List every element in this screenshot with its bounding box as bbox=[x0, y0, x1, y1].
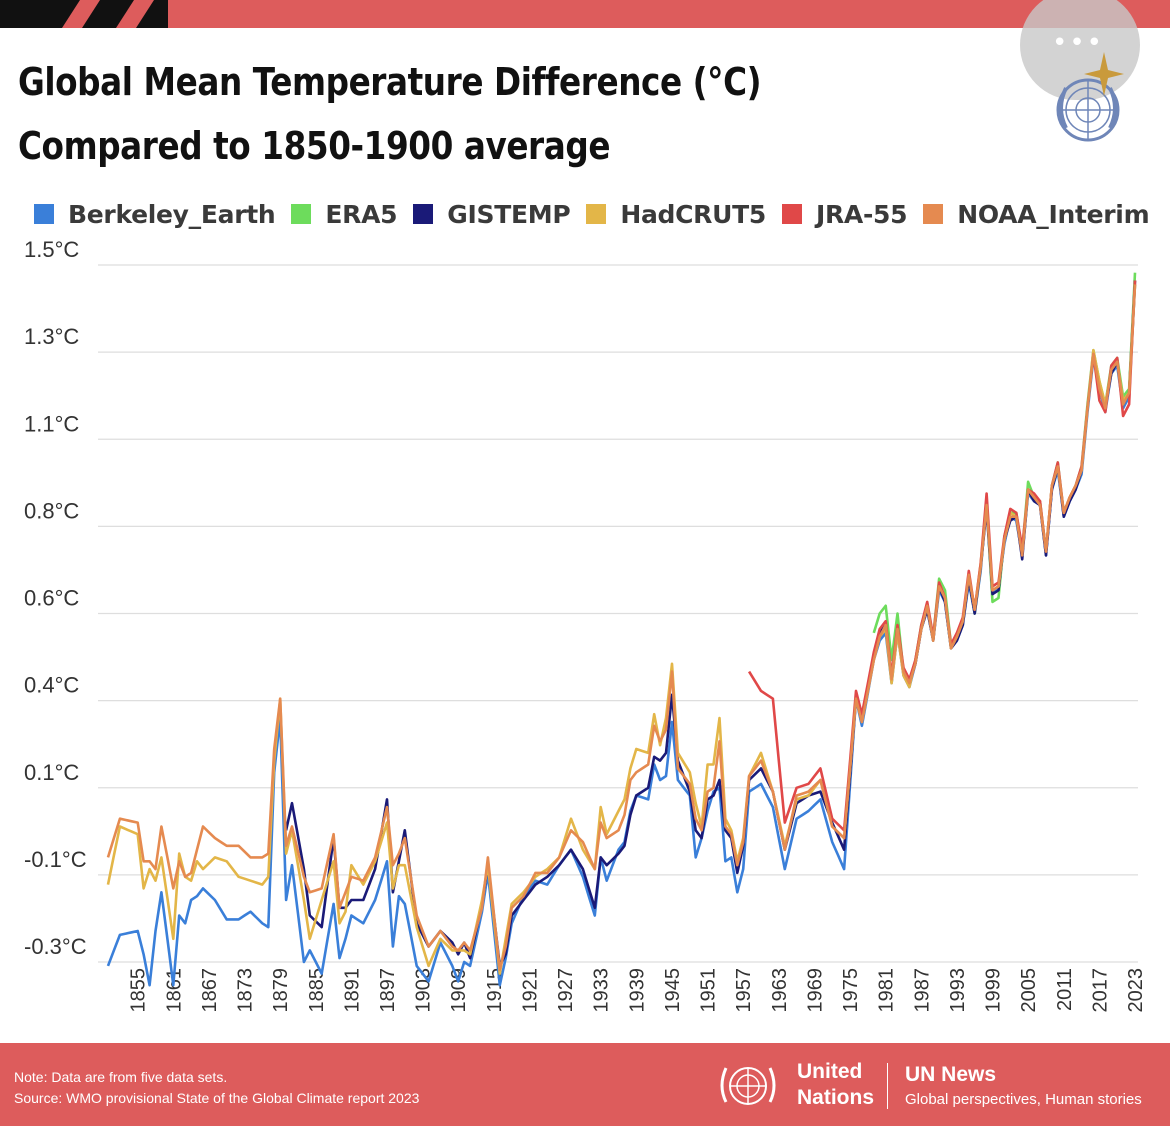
legend-swatch-era5 bbox=[291, 204, 312, 224]
y-tick-label: 0.1°C bbox=[24, 760, 79, 785]
x-tick-label: 1861 bbox=[163, 968, 185, 1013]
footer-note: Note: Data are from five data sets. Sour… bbox=[14, 1067, 419, 1109]
x-tick-label: 1927 bbox=[555, 968, 577, 1013]
legend-label-jra-55: JRA-55 bbox=[815, 199, 908, 229]
y-tick-label: 0.8°C bbox=[24, 498, 79, 523]
legend-item-era5[interactable]: ERA5 bbox=[291, 199, 398, 229]
x-tick-label: 1999 bbox=[983, 968, 1005, 1013]
y-tick-label: 1.1°C bbox=[24, 411, 79, 436]
x-tick-label: 1975 bbox=[840, 968, 862, 1013]
top-banner bbox=[0, 0, 1170, 28]
x-tick-label: 1867 bbox=[199, 968, 221, 1013]
title-line-2: Compared to 1850-1900 average bbox=[18, 124, 611, 168]
y-tick-label: -0.3°C bbox=[24, 934, 87, 959]
title-line-1: Global Mean Temperature Difference (°C) bbox=[18, 60, 762, 104]
x-tick-label: 1957 bbox=[733, 968, 755, 1013]
legend-label-era5: ERA5 bbox=[325, 199, 398, 229]
un-wordmark-line-1: United bbox=[797, 1060, 863, 1083]
series-line-jra-55 bbox=[747, 280, 1137, 832]
series-lines bbox=[106, 272, 1137, 987]
un-news-title: UN News bbox=[905, 1063, 997, 1086]
legend-swatch-berkeley-earth bbox=[34, 204, 54, 224]
y-tick-label: 0.6°C bbox=[24, 586, 79, 611]
more-options-button[interactable] bbox=[1020, 0, 1140, 100]
x-tick-label: 1993 bbox=[947, 968, 969, 1013]
series-line-era5 bbox=[872, 272, 1137, 685]
x-tick-label: 1987 bbox=[911, 968, 933, 1013]
legend-swatch-hadcrut5 bbox=[586, 204, 607, 224]
chart-legend: Berkeley_Earth ERA5 GISTEMP HadCRUT5 JRA… bbox=[34, 196, 1165, 232]
x-tick-label: 2023 bbox=[1125, 968, 1147, 1013]
x-tick-label: 1981 bbox=[876, 968, 898, 1013]
un-wordmark-line-2: Nations bbox=[797, 1086, 875, 1109]
legend-label-noaa-interim: NOAA_Interim bbox=[957, 199, 1150, 229]
legend-item-jra-55[interactable]: JRA-55 bbox=[781, 199, 908, 229]
series-line-berkeley-earth bbox=[106, 284, 1137, 987]
x-tick-label: 2017 bbox=[1089, 968, 1111, 1013]
x-tick-label: 2005 bbox=[1018, 968, 1040, 1013]
y-tick-label: 0.4°C bbox=[24, 673, 79, 698]
source-text: Source: WMO provisional State of the Glo… bbox=[14, 1090, 420, 1106]
legend-swatch-gistemp bbox=[413, 204, 434, 224]
chart-title: Global Mean Temperature Difference (°C) … bbox=[18, 50, 762, 178]
x-tick-label: 2011 bbox=[1054, 968, 1076, 1011]
wmo-logo bbox=[1056, 52, 1124, 142]
legend-label-berkeley-earth: Berkeley_Earth bbox=[68, 199, 276, 229]
legend-item-noaa-interim[interactable]: NOAA_Interim bbox=[923, 199, 1150, 229]
x-tick-label: 1921 bbox=[519, 968, 541, 1013]
legend-item-gistemp[interactable]: GISTEMP bbox=[413, 199, 571, 229]
y-tick-label: -0.1°C bbox=[24, 847, 87, 872]
x-tick-label: 1933 bbox=[591, 968, 613, 1013]
note-text: Note: Data are from five data sets. bbox=[14, 1069, 228, 1085]
legend-swatch-jra-55 bbox=[781, 204, 802, 224]
series-line-gistemp bbox=[284, 280, 1137, 968]
legend-item-berkeley-earth[interactable]: Berkeley_Earth bbox=[34, 199, 276, 229]
x-tick-label: 1873 bbox=[235, 968, 257, 1013]
un-news-tagline: Global perspectives, Human stories bbox=[905, 1091, 1142, 1108]
footer-bar: Note: Data are from five data sets. Sour… bbox=[0, 1043, 1170, 1126]
x-tick-label: 1909 bbox=[448, 968, 470, 1013]
x-tick-label: 1897 bbox=[377, 968, 399, 1013]
x-tick-label: 1891 bbox=[341, 968, 363, 1013]
x-tick-label: 1855 bbox=[128, 968, 150, 1013]
un-emblem-icon bbox=[720, 1067, 776, 1105]
series-line-hadcrut5 bbox=[106, 284, 1137, 975]
series-line-noaa-interim bbox=[106, 284, 1137, 971]
un-wordmark: United Nations bbox=[797, 1059, 874, 1111]
legend-item-hadcrut5[interactable]: HadCRUT5 bbox=[586, 200, 766, 229]
x-tick-label: 1951 bbox=[698, 968, 720, 1013]
x-tick-label: 1963 bbox=[769, 968, 791, 1013]
x-tick-label: 1885 bbox=[306, 968, 328, 1013]
x-tick-label: 1945 bbox=[662, 968, 684, 1013]
x-tick-label: 1939 bbox=[626, 968, 648, 1013]
top-stripe-decoration bbox=[0, 0, 168, 28]
x-tick-label: 1969 bbox=[804, 968, 826, 1013]
legend-label-gistemp: GISTEMP bbox=[447, 199, 571, 229]
y-tick-label: 1.5°C bbox=[24, 237, 79, 262]
y-tick-label: 1.3°C bbox=[24, 324, 79, 349]
temperature-chart: 1.5°C 1.3°C 1.1°C 0.8°C 0.6°C 0.4°C 0.1°C -0.1°… bbox=[24, 237, 1147, 1013]
legend-swatch-noaa-interim bbox=[923, 204, 944, 224]
legend-label-hadcrut5: HadCRUT5 bbox=[620, 199, 766, 229]
x-tick-label: 1879 bbox=[270, 968, 292, 1013]
footer-divider bbox=[887, 1063, 888, 1109]
